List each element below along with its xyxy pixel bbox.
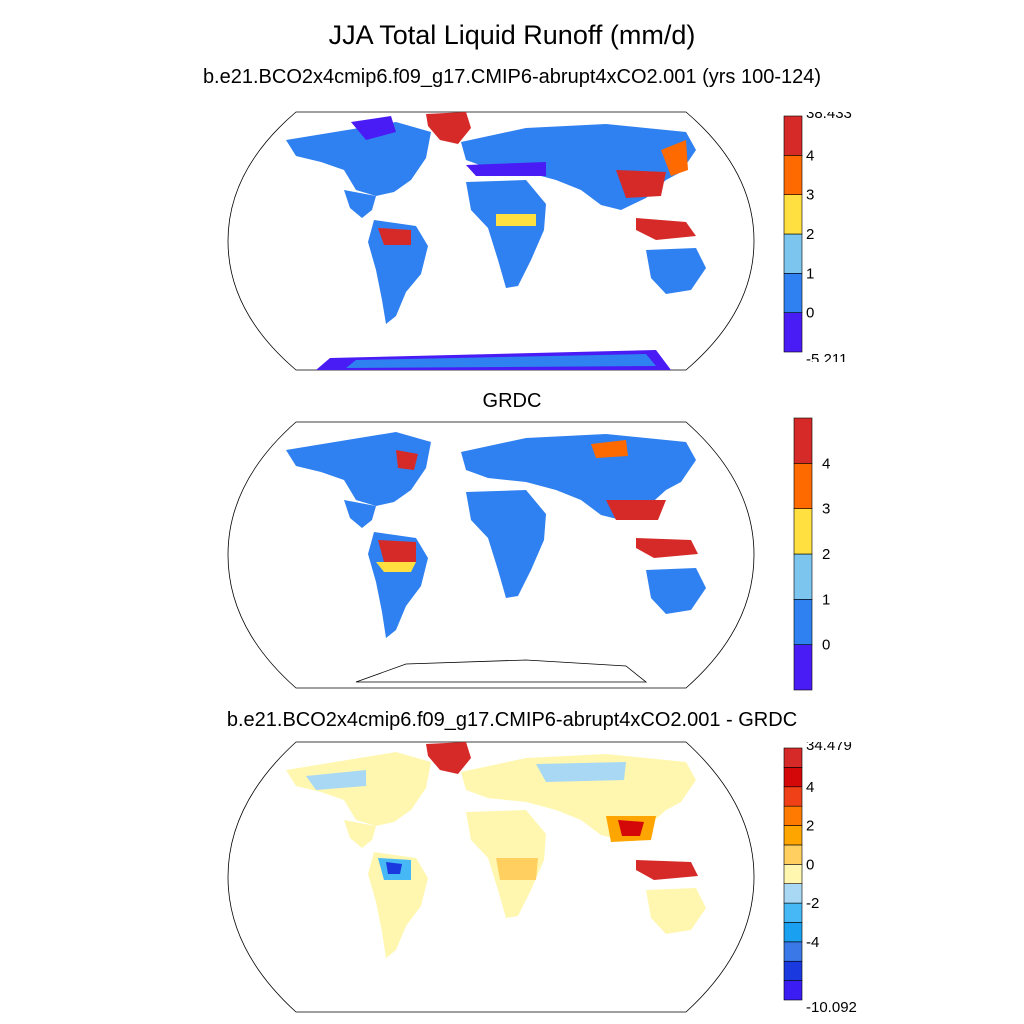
colorbar-segment bbox=[793, 644, 813, 691]
colorbar-segment bbox=[793, 417, 813, 464]
colorbar-segment bbox=[783, 922, 803, 943]
colorbar-segment bbox=[783, 155, 803, 195]
colorbar-segment bbox=[783, 273, 803, 313]
colorbar-label: 0 bbox=[806, 305, 814, 322]
panel-1-colorbar: -5.211 0 1 2 3 4 38.433 bbox=[783, 112, 852, 362]
colorbar-label: 3 bbox=[822, 501, 830, 518]
panel-2-colorbar: 0 1 2 3 4 bbox=[793, 417, 830, 691]
colorbar-label: -2 bbox=[806, 895, 819, 912]
figure-title: JJA Total Liquid Runoff (mm/d) bbox=[328, 20, 696, 50]
colorbar-label: 2 bbox=[806, 818, 814, 835]
colorbar-segment bbox=[783, 767, 803, 788]
colorbar-segment bbox=[783, 825, 803, 846]
panel-3-colorbar: -10.092 -4 -2 0 2 4 34.479 bbox=[783, 742, 857, 1012]
colorbar-segment bbox=[783, 747, 803, 768]
colorbar-segment bbox=[793, 599, 813, 645]
colorbar-label: 4 bbox=[822, 455, 830, 472]
colorbar-label: 1 bbox=[806, 265, 814, 282]
colorbar-segment bbox=[783, 941, 803, 962]
colorbar-segment bbox=[783, 194, 803, 235]
land-field bbox=[286, 742, 706, 958]
panel-2-title: GRDC bbox=[482, 390, 542, 412]
colorbar-segment bbox=[783, 805, 803, 826]
colorbar-label: 2 bbox=[806, 226, 814, 243]
colorbar-segment bbox=[783, 312, 803, 353]
land-field bbox=[286, 112, 706, 370]
panel-1-title: b.e21.BCO2x4cmip6.f09_g17.CMIP6-abrupt4x… bbox=[202, 66, 822, 88]
colorbar-segment bbox=[783, 786, 803, 807]
colorbar-segment bbox=[783, 902, 803, 923]
panel-3-title: b.e21.BCO2x4cmip6.f09_g17.CMIP6-abrupt4x… bbox=[226, 709, 798, 731]
colorbar-label: 0 bbox=[806, 856, 814, 873]
colorbar-label: 2 bbox=[822, 546, 830, 563]
colorbar-segment bbox=[793, 463, 813, 509]
colorbar-label: 34.479 bbox=[806, 742, 852, 754]
colorbar-segment bbox=[783, 844, 803, 865]
colorbar-segment bbox=[783, 233, 803, 274]
colorbar-segment bbox=[783, 960, 803, 981]
colorbar-label: 1 bbox=[822, 591, 830, 608]
colorbar-segment bbox=[783, 883, 803, 904]
colorbar-segment bbox=[783, 864, 803, 884]
colorbar-label: 3 bbox=[806, 187, 814, 204]
colorbar-label: -4 bbox=[806, 934, 819, 951]
colorbar-label: -5.211 bbox=[806, 351, 847, 362]
colorbar-label: 4 bbox=[806, 147, 814, 164]
colorbar-label: 0 bbox=[822, 637, 830, 654]
colorbar-label: 4 bbox=[806, 779, 814, 796]
colorbar-segment bbox=[793, 553, 813, 600]
colorbar-label: -10.092 bbox=[806, 999, 857, 1012]
colorbar-segment bbox=[783, 980, 803, 1001]
colorbar-segment bbox=[783, 115, 803, 156]
colorbar-segment bbox=[793, 508, 813, 555]
panel-2-map bbox=[227, 421, 755, 689]
land-field bbox=[286, 432, 706, 683]
colorbar-label: 38.433 bbox=[806, 112, 852, 122]
panel-1-map bbox=[227, 111, 755, 371]
panel-3-map bbox=[227, 741, 755, 1013]
